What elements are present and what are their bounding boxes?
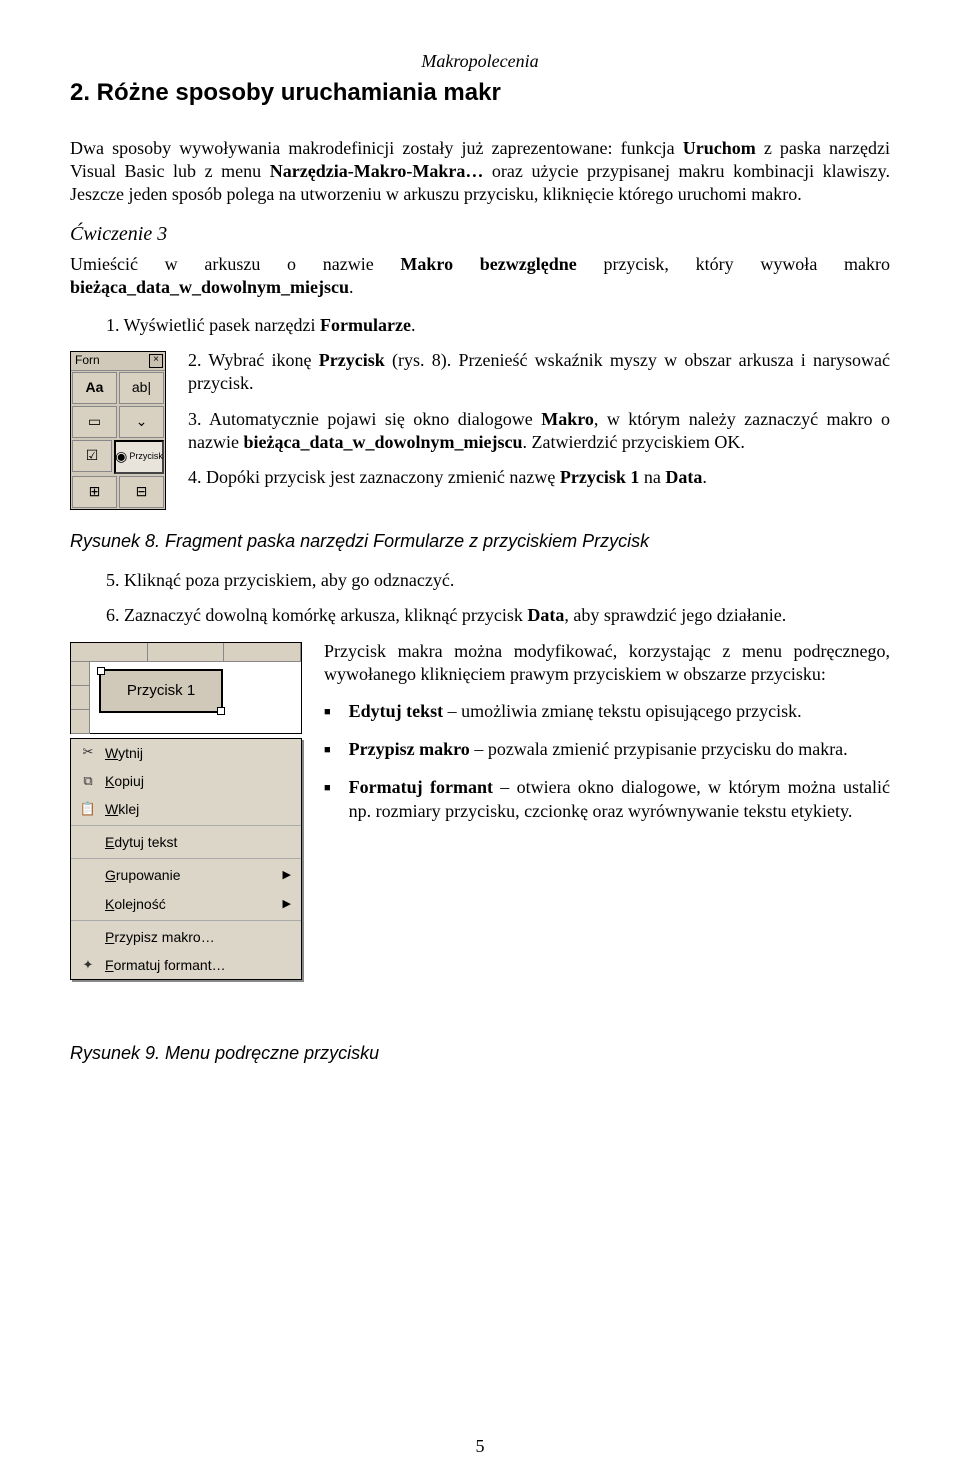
menu-item[interactable]: ✂ Wytnij — [71, 739, 301, 767]
menu-item-icon: ✂ — [79, 744, 97, 761]
menu-item[interactable]: Edytuj tekst — [71, 828, 301, 856]
s6-b: Data — [527, 605, 564, 625]
menu-item-label: Formatuj formant… — [105, 956, 283, 974]
step-2: 2. Wybrać ikonę Przycisk (rys. 8). Przen… — [70, 349, 890, 396]
menu-item-label: Kolejność — [105, 895, 275, 913]
s6-c: , aby sprawdzić jego działanie. — [564, 605, 786, 625]
menu-item[interactable]: ✦ Formatuj formant… — [71, 951, 301, 979]
s6-a: 6. Zaznaczyć dowolną komórkę arkusza, kl… — [106, 605, 527, 625]
s1-b: Formularze — [320, 315, 411, 335]
menu-item-label: Grupowanie — [105, 866, 275, 884]
section-title: 2. Różne sposoby uruchamiania makr — [70, 77, 890, 108]
p1-text: Dwa sposoby wywoływania makrodefinicji z… — [70, 138, 683, 158]
tool-scroll-text: ⊞ — [89, 482, 101, 500]
submenu-arrow-icon: ▶ — [283, 868, 291, 882]
menu-item-label: Kopiuj — [105, 772, 283, 790]
b1-label: Edytuj tekst — [349, 701, 444, 721]
b2-text: – pozwala zmienić przypisanie przycisku … — [470, 739, 848, 759]
formularze-toolbar: Forn × Aa ab| ▭ ⌄ ☑ ◉ Przycisk ⊞ ⊟ — [70, 351, 166, 510]
ex-text-1: Umieścić w arkuszu o nazwie — [70, 254, 400, 274]
ex-text-3: . — [349, 277, 354, 297]
figure-8-caption: Rysunek 8. Fragment paska narzędzi Formu… — [70, 530, 890, 553]
menu-item-label: Wklej — [105, 800, 283, 818]
tool-groupbox-icon[interactable]: ▭ — [72, 406, 117, 438]
toolbar-figure: Forn × Aa ab| ▭ ⌄ ☑ ◉ Przycisk ⊞ ⊟ — [70, 351, 166, 510]
s3-a: 3. Automatycznie pojawi się okno dialogo… — [188, 409, 541, 429]
exercise-title: Ćwiczenie 3 — [70, 221, 890, 247]
menu-item-label: Wytnij — [105, 744, 283, 762]
s4-c: na — [639, 467, 665, 487]
step-1: 1. Wyświetlić pasek narzędzi Formularze. — [130, 314, 890, 337]
exercise-paragraph: Umieścić w arkuszu o nazwie Makro bezwzg… — [70, 253, 890, 300]
tool-button-icon[interactable]: ◉ Przycisk — [114, 440, 164, 474]
step-6: 6. Zaznaczyć dowolną komórkę arkusza, kl… — [130, 604, 890, 627]
context-menu: ✂ Wytnij ⧉ Kopiuj 📋 Wklej Edytuj tekst Grupowan… — [70, 738, 302, 981]
s2-a: 2. Wybrać ikonę — [188, 350, 319, 370]
menu-item-icon: ✦ — [79, 957, 97, 974]
step-5: 5. Kliknąć poza przyciskiem, aby go odzn… — [130, 569, 890, 592]
menu-item[interactable]: Grupowanie ▶ — [71, 861, 301, 889]
b2-label: Przypisz makro — [349, 739, 470, 759]
toolbar-title: Forn — [75, 353, 100, 369]
tool-spinner-icon[interactable]: ⊟ — [119, 476, 164, 508]
menu-item-label: Edytuj tekst — [105, 833, 283, 851]
tool-radio-glyph: ◉ — [115, 447, 127, 465]
sheet-button[interactable]: Przycisk 1 — [99, 669, 223, 713]
menu-item[interactable]: 📋 Wklej — [71, 795, 301, 823]
bullet-2: ■ Przypisz makro – pozwala zmienić przyp… — [324, 738, 890, 762]
s4-d: Data — [665, 467, 702, 487]
page-header: Makropolecenia — [70, 50, 890, 73]
b3-label: Formatuj formant — [349, 777, 493, 797]
context-menu-figure: Przycisk 1 ✂ Wytnij ⧉ Kopiuj 📋 Wklej Edytuj te… — [70, 642, 302, 981]
s1-a: 1. Wyświetlić pasek narzędzi — [106, 315, 320, 335]
ex-bold-2: bieżąca_data_w_dowolnym_miejscu — [70, 277, 349, 297]
s3-e: . Zatwierdzić przyciskiem OK. — [522, 432, 744, 452]
menu-item-label: Przypisz makro… — [105, 928, 283, 946]
menu-item[interactable]: ⧉ Kopiuj — [71, 767, 301, 795]
s4-a: 4. Dopóki przycisk jest zaznaczony zmien… — [188, 467, 560, 487]
submenu-arrow-icon: ▶ — [283, 897, 291, 911]
s4-b: Przycisk 1 — [560, 467, 639, 487]
s3-d: bieżąca_data_w_dowolnym_miejscu — [243, 432, 522, 452]
step-3: 3. Automatycznie pojawi się okno dialogo… — [70, 408, 890, 455]
b1-text: – umożliwia zmianę tekstu opisującego pr… — [443, 701, 801, 721]
worksheet-preview: Przycisk 1 — [70, 642, 302, 734]
tool-checkbox-icon[interactable]: ☑ — [72, 440, 112, 472]
s3-b: Makro — [541, 409, 594, 429]
ex-bold-1: Makro bezwzględne — [400, 254, 576, 274]
s4-e: . — [702, 467, 707, 487]
p1-bold-2: Narzędzia-Makro-Makra… — [270, 161, 484, 181]
tool-checkbox-text: ☑ — [86, 446, 99, 464]
tool-combobox-icon[interactable]: ⌄ — [119, 406, 164, 438]
bullet-3: ■ Formatuj formant – otwiera okno dialog… — [324, 776, 890, 823]
figure-9-caption: Rysunek 9. Menu podręczne przycisku — [70, 1042, 890, 1065]
tool-scroll-icon[interactable]: ⊞ — [72, 476, 117, 508]
bullet-1: ■ Edytuj tekst – umożliwia zmianę tekstu… — [324, 700, 890, 724]
p1-bold-1: Uruchom — [683, 138, 756, 158]
bullet-icon: ■ — [324, 776, 331, 823]
bullet-icon: ■ — [324, 700, 331, 724]
menu-item[interactable]: Przypisz makro… — [71, 923, 301, 951]
tool-button-label: Przycisk — [129, 451, 163, 463]
tool-combobox-text: ⌄ — [136, 412, 148, 430]
bullet-icon: ■ — [324, 738, 331, 762]
s1-c: . — [411, 315, 416, 335]
tool-textbox-icon[interactable]: ab| — [119, 372, 164, 404]
s2-b: Przycisk — [319, 350, 385, 370]
page-number: 5 — [0, 1435, 960, 1458]
tool-textbox-text: ab| — [132, 378, 151, 396]
close-icon[interactable]: × — [149, 354, 163, 368]
paragraph-1: Dwa sposoby wywoływania makrodefinicji z… — [70, 137, 890, 207]
tool-groupbox-text: ▭ — [88, 412, 101, 430]
menu-item-icon: 📋 — [79, 801, 97, 818]
tool-label-text: Aa — [86, 378, 104, 396]
step-4: 4. Dopóki przycisk jest zaznaczony zmien… — [70, 466, 890, 489]
tool-spinner-text: ⊟ — [136, 482, 148, 500]
menu-item-icon: ⧉ — [79, 773, 97, 790]
ex-text-2: przycisk, który wywoła makro — [577, 254, 890, 274]
menu-item[interactable]: Kolejność ▶ — [71, 890, 301, 918]
tool-label-icon[interactable]: Aa — [72, 372, 117, 404]
